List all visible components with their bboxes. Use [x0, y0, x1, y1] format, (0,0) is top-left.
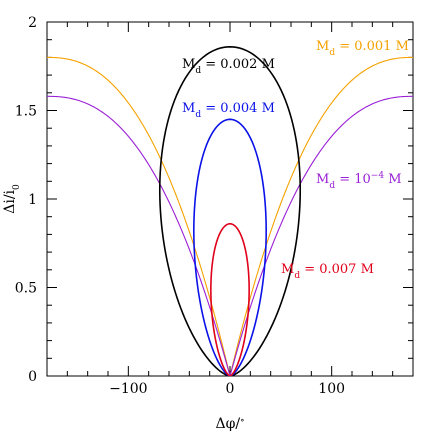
- x-tick-label: −100: [109, 381, 147, 397]
- series-line: [158, 45, 302, 376]
- series-label: Md = 0.007 M: [281, 262, 374, 281]
- x-tick-label: 100: [318, 381, 345, 397]
- x-axis-label-sup: ∘: [240, 416, 244, 426]
- series-label-rest: = 0.001 M: [335, 39, 409, 54]
- y-axis-label-sub: 0: [12, 184, 22, 190]
- series-label-main: M: [316, 39, 329, 54]
- x-tick-label: 0: [226, 381, 235, 397]
- y-tick-label: 2: [28, 15, 37, 31]
- series-line: [47, 95, 413, 376]
- series-lines: [47, 45, 413, 376]
- axis-ticks: [46, 21, 414, 377]
- y-axis-label: Δi/i0: [2, 184, 22, 214]
- series-line: [193, 118, 267, 376]
- series-label-main: M: [316, 172, 329, 187]
- y-axis-label-main: Δi/i: [2, 189, 18, 213]
- series-label: Md = 0.004 M: [182, 101, 275, 120]
- series-label-rest: = 0.007 M: [300, 262, 374, 277]
- y-tick-label: 0: [28, 369, 37, 385]
- series-label: Md = 0.001 M: [316, 39, 409, 58]
- x-axis-label: Δφ/∘: [215, 416, 244, 432]
- series-label-sub: d: [329, 181, 335, 191]
- series-label-sub: d: [195, 110, 201, 120]
- series-label-sub: d: [195, 66, 201, 76]
- series-label-sub: d: [294, 271, 300, 281]
- series-label-mid: = 10: [335, 172, 371, 187]
- series-label-sub: d: [329, 48, 335, 58]
- y-tick-label: 1.5: [15, 104, 37, 120]
- series-label-main: M: [182, 101, 195, 116]
- series-line: [210, 222, 250, 376]
- series-label-rest: = 0.004 M: [201, 101, 275, 116]
- series-label-rest: M: [384, 172, 401, 187]
- series-label-sup: −4: [371, 171, 385, 181]
- series-line: [47, 56, 413, 376]
- series-label: Md = 0.002 M: [182, 57, 275, 76]
- series-label-rest: = 0.002 M: [201, 57, 275, 72]
- tick-labels: −100 0 100 0 0.5 1 1.5 2: [15, 15, 345, 397]
- series-label-main: M: [281, 262, 294, 277]
- y-tick-label: 0.5: [15, 281, 37, 297]
- series-label-main: M: [182, 57, 195, 72]
- y-tick-label: 1: [28, 192, 37, 208]
- x-axis-label-main: Δφ/: [215, 416, 240, 432]
- series-label: Md = 10−4 M: [316, 171, 402, 191]
- series-annotations: Md = 0.001 MMd = 10−4 MMd = 0.002 MMd = …: [182, 39, 409, 281]
